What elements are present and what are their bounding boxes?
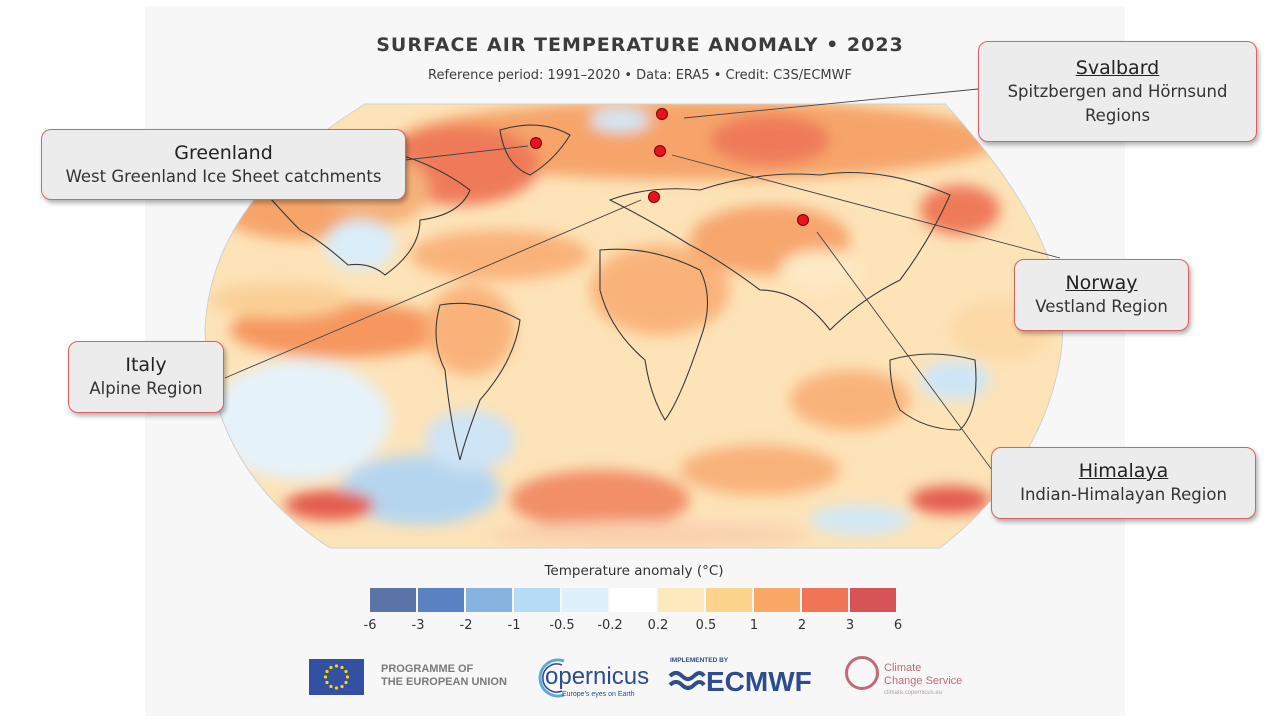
- eu-programme-text: PROGRAMME OF THE EUROPEAN UNION: [381, 663, 507, 689]
- legend-swatch: [610, 588, 656, 612]
- callout-greenland-name: Greenland: [174, 141, 273, 164]
- legend-colorbar: [370, 588, 896, 612]
- callout-norway-name: Norway: [1065, 272, 1138, 294]
- callout-greenland-region: West Greenland Ice Sheet catchments: [65, 166, 382, 186]
- legend-tick-label: -0.5: [549, 618, 575, 633]
- marker-norway[interactable]: [654, 145, 666, 157]
- legend-swatch: [466, 588, 512, 612]
- callout-italy[interactable]: Italy Alpine Region: [68, 341, 224, 413]
- c3s-wordmark: Climate Change Service: [884, 662, 962, 688]
- callout-himalaya[interactable]: Himalaya Indian-Himalayan Region: [991, 447, 1256, 519]
- map-subtitle: Reference period: 1991–2020 • Data: ERA5…: [428, 68, 852, 83]
- marker-greenland[interactable]: [530, 137, 542, 149]
- site-markers: [530, 108, 809, 226]
- legend-tick-label: 2: [797, 618, 807, 633]
- legend-swatch: [802, 588, 848, 612]
- legend-tick-label: -0.2: [597, 618, 623, 633]
- legend-swatch: [658, 588, 704, 612]
- callout-italy-region: Alpine Region: [89, 379, 203, 398]
- legend-tick-label: 3: [845, 618, 855, 633]
- legend-swatch: [706, 588, 752, 612]
- legend-tick-label: 0.5: [695, 618, 717, 633]
- callout-svalbard-region-line2: Regions: [1084, 105, 1151, 125]
- callout-svalbard[interactable]: Svalbard Spitzbergen and Hörnsund Region…: [978, 41, 1257, 142]
- leader-norway: [671, 154, 1061, 259]
- legend-swatch: [514, 588, 560, 612]
- eu-flag-icon: [309, 659, 364, 695]
- marker-italy[interactable]: [648, 191, 660, 203]
- legend-tick-label: 0.2: [647, 618, 669, 633]
- legend-tick-label: 1: [749, 618, 759, 633]
- copernicus-logo-icon: [538, 658, 565, 698]
- callout-norway[interactable]: Norway Vestland Region: [1014, 259, 1189, 331]
- ecmwf-waves-icon: [668, 671, 706, 690]
- legend-swatch: [370, 588, 416, 612]
- c3s-line2: Change Service: [884, 675, 963, 687]
- callout-svalbard-region-line1: Spitzbergen and Hörnsund: [1007, 81, 1228, 101]
- leader-greenland: [404, 145, 529, 161]
- callout-italy-name: Italy: [125, 354, 167, 376]
- legend-tick-label: -2: [459, 618, 473, 633]
- legend-tick-label: -6: [363, 618, 377, 633]
- legend-tick-label: -3: [411, 618, 425, 633]
- leader-svalbard: [683, 88, 979, 119]
- marker-himalaya[interactable]: [797, 214, 809, 226]
- callout-norway-region: Vestland Region: [1035, 297, 1168, 316]
- c3s-line1: Climate: [884, 662, 922, 674]
- callout-greenland[interactable]: Greenland West Greenland Ice Sheet catch…: [41, 129, 406, 200]
- marker-svalbard[interactable]: [656, 108, 668, 120]
- copernicus-wordmark: opernicus: [545, 663, 650, 690]
- legend-swatch: [754, 588, 800, 612]
- leader-italy: [224, 199, 642, 379]
- ecmwf-wordmark: ECMWF: [706, 666, 812, 697]
- leader-lines: [224, 88, 1061, 471]
- eu-programme-line1: PROGRAMME OF: [381, 663, 474, 675]
- map-title: SURFACE AIR TEMPERATURE ANOMALY • 2023: [376, 34, 904, 56]
- c3s-thermometer-icon: [845, 656, 879, 690]
- callout-himalaya-region: Indian-Himalayan Region: [1020, 485, 1227, 504]
- c3s-url: climate.copernicus.eu: [884, 690, 943, 696]
- legend-swatch: [850, 588, 896, 612]
- legend-swatch: [418, 588, 464, 612]
- legend-title: Temperature anomaly (°C): [544, 563, 724, 579]
- legend-tick-label: 6: [893, 618, 903, 633]
- callout-himalaya-name: Himalaya: [1078, 460, 1169, 482]
- implemented-by-label: IMPLEMENTED BY: [670, 657, 729, 664]
- copernicus-tagline: Europe's eyes on Earth: [562, 691, 635, 698]
- coastlines: [249, 124, 977, 461]
- callout-svalbard-name: Svalbard: [1075, 56, 1160, 79]
- legend-swatch: [562, 588, 608, 612]
- legend-tick-label: -1: [507, 618, 521, 633]
- leader-himalaya: [816, 231, 993, 471]
- eu-programme-line2: THE EUROPEAN UNION: [381, 676, 507, 688]
